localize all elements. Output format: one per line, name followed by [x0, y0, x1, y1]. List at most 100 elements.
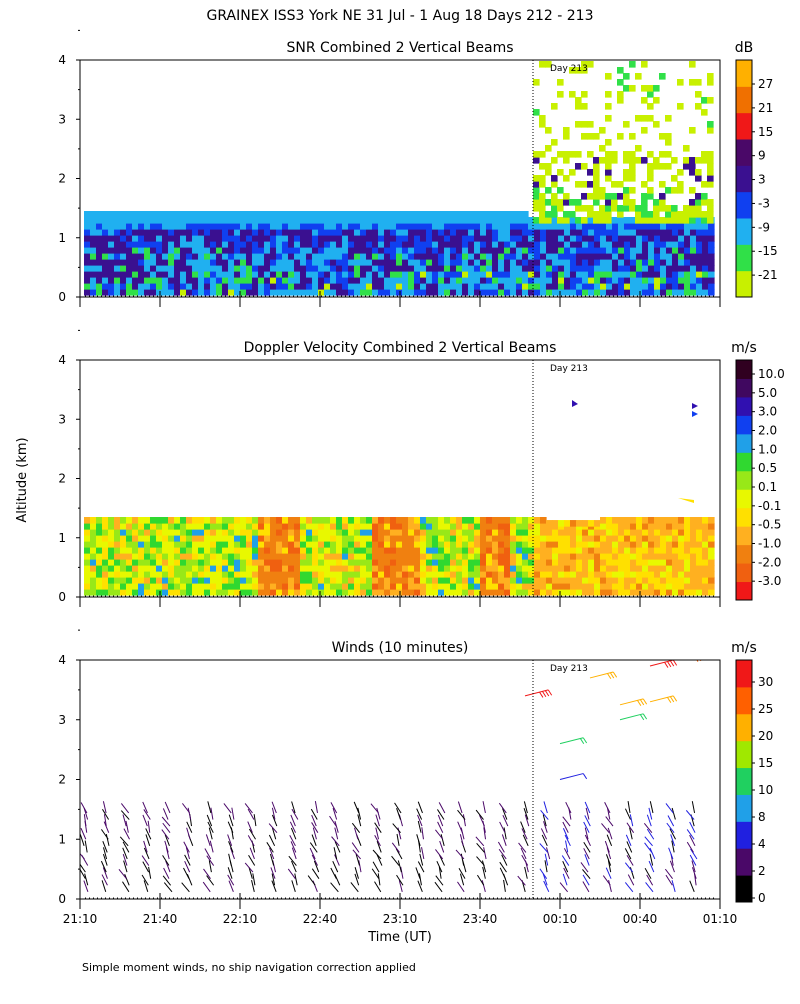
velocity-cell: [336, 535, 343, 542]
snr-cell: [588, 247, 595, 254]
snr-cell: [426, 229, 433, 236]
velocity-cell: [648, 589, 655, 596]
velocity-cell: [630, 565, 637, 572]
snr-cell: [252, 259, 259, 266]
snr-cell: [480, 289, 487, 296]
velocity-cell: [402, 547, 409, 554]
velocity-cell: [642, 577, 649, 584]
snr-cell: [120, 265, 127, 272]
velocity-cell: [162, 589, 169, 596]
snr-cell-sparse: [605, 151, 612, 158]
wind-barb: [271, 807, 276, 820]
snr-cell: [468, 277, 475, 284]
snr-cell-sparse: [563, 157, 570, 164]
wind-barb: [686, 829, 695, 840]
velocity-cell: [588, 553, 595, 560]
velocity-cell: [666, 529, 673, 536]
snr-cell: [510, 271, 517, 278]
velocity-cell: [198, 523, 205, 530]
wind-barb: [607, 827, 613, 840]
velocity-cell: [120, 547, 127, 554]
velocity-cell: [360, 535, 367, 542]
wind-barb: [583, 848, 590, 860]
snr-cell: [414, 253, 421, 260]
velocity-cell: [342, 553, 349, 560]
snr-cell: [462, 271, 469, 278]
snr-cell-sparse: [683, 205, 690, 212]
velocity-cell: [432, 565, 439, 572]
velocity-cell: [564, 553, 571, 560]
velocity-cell: [348, 583, 355, 590]
velocity-cell: [108, 535, 115, 542]
velocity-cell: [438, 577, 445, 584]
snr-cell: [216, 235, 223, 242]
snr-cell: [240, 277, 247, 284]
snr-cell-sparse: [563, 175, 570, 182]
snr-cell: [576, 259, 583, 266]
snr-cell-sparse: [659, 193, 666, 200]
snr-cell: [408, 247, 415, 254]
snr-cell: [618, 277, 625, 284]
snr-cell-sparse: [611, 181, 618, 188]
snr-cell: [552, 241, 559, 248]
colorbar-swatch: [736, 660, 752, 688]
snr-cell-sparse: [539, 151, 546, 158]
wind-barb: [120, 803, 130, 814]
wind-barb: [307, 875, 316, 886]
wind-barb: [271, 873, 276, 886]
velocity-cell: [204, 577, 211, 584]
snr-cell: [96, 283, 103, 290]
snr-cell: [282, 283, 289, 290]
velocity-cell: [666, 553, 673, 560]
snr-cell: [414, 271, 421, 278]
velocity-cell: [504, 589, 511, 596]
velocity-cell: [456, 529, 463, 536]
snr-cell: [354, 235, 361, 242]
snr-cell: [504, 229, 511, 236]
velocity-cell: [228, 535, 235, 542]
velocity-cell: [450, 523, 457, 530]
snr-cell: [402, 283, 409, 290]
snr-cell: [432, 235, 439, 242]
snr-cell: [522, 289, 529, 296]
snr-cell: [576, 223, 583, 230]
wind-barb: [498, 848, 507, 860]
snr-cell: [246, 223, 253, 230]
wind-barb: [100, 829, 109, 840]
wind-barb: [287, 868, 296, 879]
snr-cell: [306, 253, 313, 260]
velocity-cell: [540, 547, 547, 554]
snr-cell: [630, 277, 637, 284]
wind-barb: [351, 842, 360, 853]
velocity-cell: [312, 583, 319, 590]
velocity-cell: [408, 559, 415, 566]
velocity-cell: [492, 517, 499, 524]
snr-cell: [468, 253, 475, 260]
velocity-cell: [678, 565, 685, 572]
velocity-cell: [618, 559, 625, 566]
wind-barb: [457, 821, 463, 833]
velocity-cell: [570, 589, 577, 596]
velocity-cell: [402, 565, 409, 572]
velocity-cell: [384, 553, 391, 560]
snr-cell: [402, 271, 409, 278]
snr-cell: [96, 289, 103, 296]
velocity-cell: [150, 571, 157, 578]
snr-cell: [402, 241, 409, 248]
wind-barb: [101, 874, 108, 886]
snr-cell-sparse: [557, 79, 564, 86]
velocity-cell: [186, 547, 193, 554]
snr-cell: [102, 265, 109, 272]
wind-barb: [331, 836, 340, 847]
snr-cell: [168, 277, 175, 284]
winds-title: Winds (10 minutes): [332, 640, 469, 656]
velocity-cell: [378, 535, 385, 542]
velocity-cell: [618, 517, 625, 524]
snr-cell: [522, 265, 529, 272]
wind-barb: [228, 853, 232, 866]
velocity-cell: [96, 559, 103, 566]
wind-barb: [562, 821, 569, 833]
wind-barb: [309, 842, 318, 853]
snr-cell-sparse: [539, 115, 546, 122]
snr-cell: [132, 283, 139, 290]
